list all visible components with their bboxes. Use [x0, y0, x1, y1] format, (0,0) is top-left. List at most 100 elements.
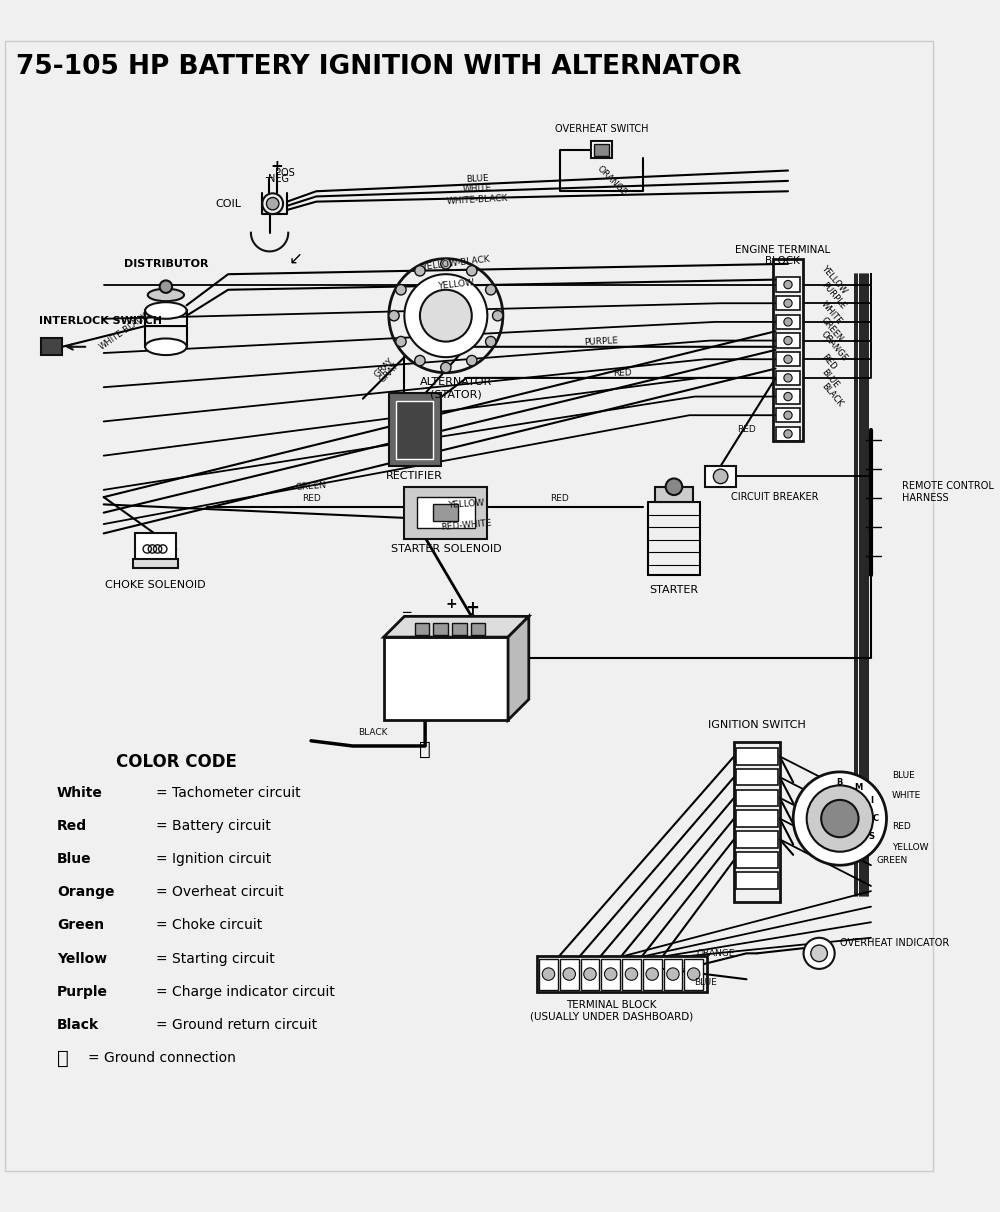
- Bar: [734, 742, 780, 902]
- Text: = Ground connection: = Ground connection: [88, 1051, 236, 1065]
- Text: CHOKE SOLENOID: CHOKE SOLENOID: [105, 581, 206, 590]
- Text: GREEN: GREEN: [295, 481, 327, 492]
- Text: Black: Black: [57, 1018, 99, 1031]
- Text: PURPLE: PURPLE: [584, 336, 619, 347]
- Bar: [389, 394, 441, 467]
- Circle shape: [389, 310, 399, 321]
- Bar: [776, 296, 800, 310]
- Text: +: +: [465, 599, 479, 617]
- Text: GREEN: GREEN: [876, 856, 907, 864]
- Bar: [773, 258, 803, 441]
- Circle shape: [784, 393, 792, 401]
- Text: PURPLE: PURPLE: [819, 281, 847, 311]
- Text: ORANGE: ORANGE: [595, 164, 628, 198]
- Text: RED: RED: [613, 368, 632, 377]
- Text: GREEN: GREEN: [819, 315, 845, 343]
- Bar: [415, 623, 429, 635]
- Bar: [705, 467, 736, 487]
- Bar: [581, 959, 599, 990]
- Text: ORANGE: ORANGE: [696, 949, 735, 957]
- Text: IGNITION SWITCH: IGNITION SWITCH: [708, 720, 806, 731]
- Circle shape: [784, 355, 792, 364]
- Circle shape: [542, 968, 555, 981]
- Text: OVERHEAT INDICATOR: OVERHEAT INDICATOR: [840, 938, 949, 948]
- Bar: [622, 959, 641, 990]
- Text: OVERHEAT SWITCH: OVERHEAT SWITCH: [555, 124, 648, 135]
- Text: BLUE: BLUE: [819, 367, 840, 390]
- Text: DISTRIBUTOR: DISTRIBUTOR: [124, 259, 208, 269]
- Polygon shape: [508, 617, 529, 720]
- Text: ↙: ↙: [289, 250, 302, 268]
- Circle shape: [396, 337, 406, 347]
- Bar: [776, 278, 800, 292]
- Text: GRAY: GRAY: [377, 361, 400, 384]
- Text: BLUE: BLUE: [694, 978, 716, 987]
- Text: WHITE-BLACK: WHITE-BLACK: [446, 194, 508, 206]
- Text: ─: ─: [402, 606, 411, 621]
- Text: RED: RED: [892, 823, 910, 831]
- Circle shape: [646, 968, 658, 981]
- Circle shape: [784, 299, 792, 308]
- Text: +: +: [445, 598, 457, 611]
- Bar: [736, 768, 778, 785]
- Circle shape: [415, 355, 425, 366]
- Text: = Choke circuit: = Choke circuit: [156, 919, 262, 932]
- Bar: [776, 427, 800, 441]
- Ellipse shape: [148, 288, 184, 301]
- Text: S: S: [868, 833, 874, 841]
- Bar: [664, 959, 682, 990]
- Bar: [452, 623, 467, 635]
- Circle shape: [811, 945, 827, 961]
- Text: WHITE: WHITE: [462, 184, 492, 194]
- Text: Orange: Orange: [57, 885, 115, 899]
- Text: = Ground return circuit: = Ground return circuit: [156, 1018, 317, 1031]
- Bar: [537, 956, 707, 991]
- Bar: [135, 533, 176, 565]
- Text: +: +: [270, 159, 283, 173]
- Circle shape: [784, 318, 792, 326]
- Bar: [776, 371, 800, 385]
- Text: YELLOW: YELLOW: [438, 279, 475, 291]
- Circle shape: [666, 479, 682, 494]
- Text: WHITE: WHITE: [892, 791, 921, 800]
- Bar: [404, 487, 487, 538]
- Text: YELLOW-BLACK: YELLOW-BLACK: [422, 256, 491, 273]
- Text: STARTER SOLENOID: STARTER SOLENOID: [391, 544, 501, 554]
- Ellipse shape: [145, 302, 187, 319]
- Text: ─: ─: [265, 172, 272, 182]
- Circle shape: [563, 968, 575, 981]
- Bar: [776, 315, 800, 330]
- Circle shape: [415, 265, 425, 276]
- Text: WHITE: WHITE: [819, 299, 844, 326]
- Circle shape: [821, 800, 859, 837]
- Bar: [736, 831, 778, 847]
- Text: BLACK: BLACK: [359, 728, 388, 737]
- Text: = Ignition circuit: = Ignition circuit: [156, 852, 271, 867]
- Text: BLACK: BLACK: [819, 382, 844, 408]
- Bar: [384, 638, 508, 720]
- Text: CIRCUIT BREAKER: CIRCUIT BREAKER: [731, 492, 818, 502]
- Circle shape: [493, 310, 503, 321]
- Bar: [471, 623, 485, 635]
- Circle shape: [486, 285, 496, 295]
- Circle shape: [420, 290, 472, 342]
- Text: TERMINAL BLOCK
(USUALLY UNDER DASHBOARD): TERMINAL BLOCK (USUALLY UNDER DASHBOARD): [530, 1000, 693, 1022]
- Bar: [396, 401, 433, 459]
- Text: RED: RED: [819, 353, 837, 372]
- Circle shape: [784, 430, 792, 438]
- Circle shape: [467, 265, 477, 276]
- Bar: [776, 351, 800, 366]
- Text: Red: Red: [57, 819, 87, 833]
- Circle shape: [713, 469, 728, 484]
- Text: YELLOW: YELLOW: [819, 263, 848, 296]
- Text: GRAY: GRAY: [372, 356, 395, 379]
- Text: INTERLOCK SWITCH: INTERLOCK SWITCH: [39, 316, 162, 326]
- Circle shape: [467, 355, 477, 366]
- Ellipse shape: [145, 338, 187, 355]
- Bar: [655, 487, 693, 502]
- Text: YELLOW: YELLOW: [892, 844, 928, 852]
- Bar: [601, 959, 620, 990]
- Text: I: I: [870, 796, 873, 805]
- Circle shape: [804, 938, 835, 968]
- Bar: [433, 504, 458, 521]
